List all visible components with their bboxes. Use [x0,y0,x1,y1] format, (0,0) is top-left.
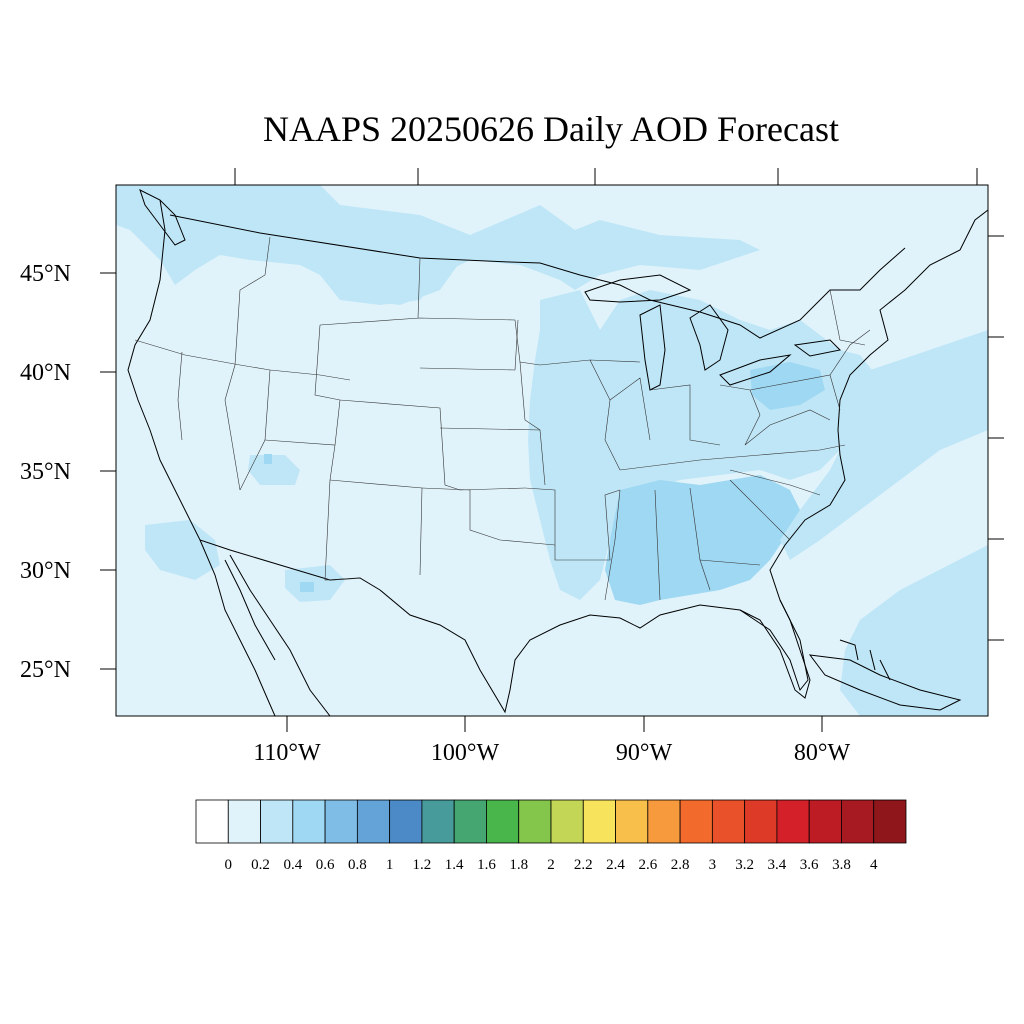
lat-label-25: 25°N [20,657,71,683]
state-borders [134,236,871,601]
colorbar-swatch [324,799,358,844]
land-outlines [127,189,988,716]
aod-maximum-four-corners [264,454,272,464]
vancouver-island [139,189,186,246]
colorbar-swatch [776,799,810,844]
colorbar-swatch [808,799,842,844]
lake-huron [689,304,729,371]
colorbar-tick-label: 3.2 [735,857,754,873]
colorbar-swatch [744,799,778,844]
lon-label-80w: 80°W [794,740,851,766]
colorbar-swatch [550,799,584,844]
lat-label-45: 45°N [20,261,71,287]
colorbar-tick-label: 0.2 [251,857,270,873]
colorbar-tick-label: 3 [709,857,717,873]
lon-label-100w: 100°W [431,740,500,766]
colorbar-tick-label: 1.6 [477,857,496,873]
colorbar-tick-label: 4 [870,857,878,873]
colorbar-tick-label: 1.8 [509,857,528,873]
colorbar-swatch [486,799,520,844]
colorbar-swatch [615,799,649,844]
colorbar-swatch [260,799,294,844]
colorbar-swatch [582,799,616,844]
colorbar-swatch [227,799,261,844]
border-sc-ga [699,479,791,566]
border-tn-ky [619,444,846,471]
border-ny-ne [829,289,871,376]
border-va-nc [729,409,831,496]
colorbar-swatch [195,799,229,844]
lon-label-110w: 110°W [253,740,321,766]
aod-shading [116,185,988,716]
colorbar-tick-label: 2.8 [671,857,690,873]
colorbar-tick-label: 3.4 [768,857,787,873]
colorbar-swatch [679,799,713,844]
colorbar-tick-label: 2.2 [574,857,593,873]
colorbar-swatch [711,799,746,844]
aod-region-four-corners [248,455,300,485]
mexico-mainland [229,554,331,716]
colorbar-labels: 0 0.2 0.4 0.6 0.8 1 1.2 1.4 1.6 1.8 2 2.2 2.4 2.6 2.8 3… [225,857,878,873]
colorbar-tick-label: 2.6 [638,857,657,873]
lake-ontario [793,339,842,357]
map-frame [115,184,989,717]
lat-label-30: 30°N [20,558,71,584]
aod-region-baja [145,520,220,580]
border-co-ks [314,324,526,491]
cuba [808,654,962,711]
colorbar-tick-label: 3.8 [832,857,851,873]
axis-ticks [100,168,1004,732]
colorbar-tick-label: 2 [547,857,555,873]
colorbar-tick-label: 1.4 [445,857,464,873]
colorbar-tick-label: 0.6 [316,857,335,873]
border-nm-ok [264,399,361,581]
colorbar-swatch [421,799,455,844]
colorbar-swatch [453,799,487,844]
aod-region-northwest [116,185,760,305]
map-title: NAAPS 20250626 Daily AOD Forecast [263,109,839,149]
aod-region-sw-mexico [285,565,345,602]
colorbar-swatch [841,799,875,844]
lat-label-40: 40°N [20,360,71,386]
colorbar-tick-label: 1.2 [413,857,432,873]
colorbar-tick-label: 0 [225,857,233,873]
border-or-id-nv [177,351,241,491]
gulf-of-california [224,559,276,661]
border-il-in [609,377,721,446]
colorbar-swatch [647,799,681,844]
colorbar-tick-label: 2.4 [606,857,625,873]
lake-superior [584,274,692,303]
colorbar-swatch [518,799,552,844]
aod-maximum-sw-mexico [300,582,314,592]
baja-california [199,539,276,716]
bahamas [839,639,891,681]
border-ar-la [524,487,621,561]
florida [739,599,811,699]
lake-michigan [639,304,666,391]
border-ia-mo [519,359,621,471]
border-mt-wy [234,236,271,366]
colorbar-swatch [873,799,907,844]
colorbar-tick-label: 0.4 [283,857,302,873]
colorbar-swatch [389,799,423,844]
canada-border [169,214,906,339]
aod-region-southeast [605,475,800,605]
colorbar [195,799,907,844]
border-wa-or [134,339,351,381]
lat-label-35: 35°N [20,459,71,485]
us-outline [127,199,988,714]
colorbar-swatch [292,799,326,844]
colorbar-tick-label: 3.6 [800,857,819,873]
aod-region-ohio-valley [750,362,825,410]
colorbar-tick-label: 1 [386,857,394,873]
colorbar-swatch [356,799,391,844]
colorbar-tick-label: 0.8 [348,857,367,873]
lake-erie [719,354,792,386]
lon-label-90w: 90°W [616,740,673,766]
aod-region-montana [320,240,460,305]
border-tx-ok [421,487,556,546]
